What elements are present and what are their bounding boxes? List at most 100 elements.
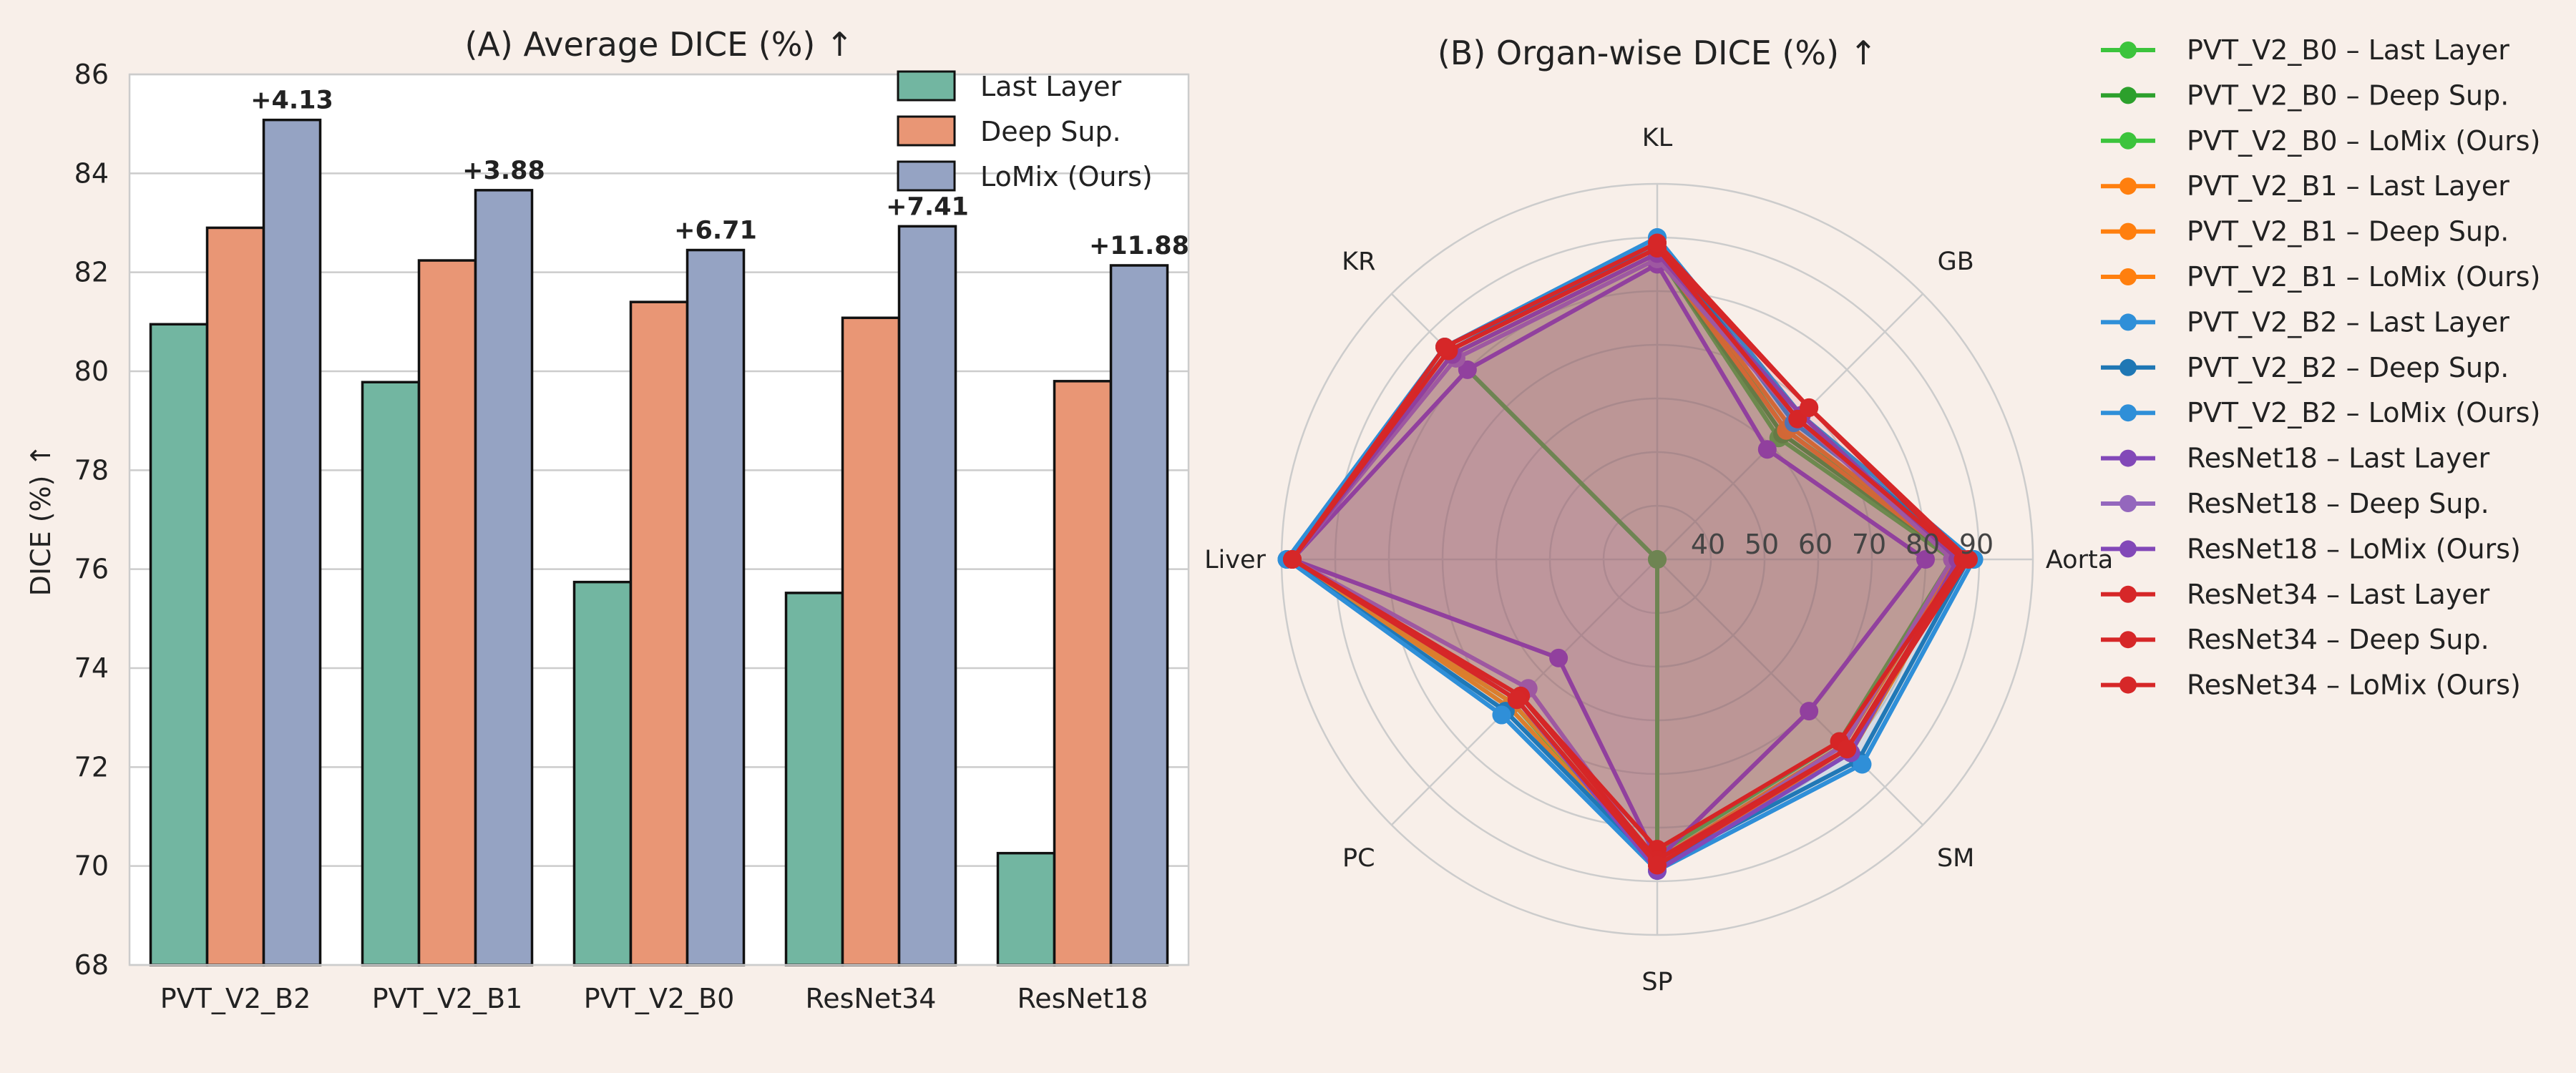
radar-point bbox=[1757, 440, 1777, 459]
radar-axis-label: KR bbox=[1342, 248, 1375, 276]
radar-point bbox=[1959, 550, 1978, 569]
bar-gain-annotation: +3.88 bbox=[462, 157, 545, 185]
bar-y-tick-label: 74 bbox=[74, 652, 109, 684]
radar-spoke bbox=[1657, 559, 1924, 826]
bar-legend-swatch bbox=[897, 160, 956, 192]
bar-chart-panel: +4.13 +3.88 +6.71 +7.41 +11.88 68 70 72 74 76 78 8… bbox=[25, 25, 1190, 1014]
bar-y-tick-label: 80 bbox=[74, 356, 109, 387]
radar-legend-label: ResNet18 – Deep Sup. bbox=[2187, 488, 2489, 519]
bar-legend-label: LoMix (Ours) bbox=[980, 161, 1153, 192]
bar-last-layer-2 bbox=[572, 580, 633, 966]
radar-legend-label: ResNet18 – LoMix (Ours) bbox=[2187, 533, 2521, 564]
radar-legend-label: PVT_V2_B2 – Deep Sup. bbox=[2187, 352, 2509, 383]
bar-plot-frame bbox=[128, 73, 1190, 966]
bar-gain-annotation: +11.88 bbox=[1089, 232, 1189, 260]
bar-x-tick-label: ResNet18 bbox=[1018, 983, 1148, 1014]
bar-lomix-1 bbox=[474, 189, 534, 966]
radar-point bbox=[1838, 740, 1857, 759]
radar-point bbox=[1458, 360, 1477, 379]
radar-legend-marker bbox=[2119, 313, 2137, 331]
bar-y-ticks: 68 70 72 74 76 78 80 82 84 86 bbox=[74, 59, 109, 981]
radar-point bbox=[1492, 705, 1511, 725]
radar-point bbox=[1435, 338, 1455, 357]
bar-x-tick-label: PVT_V2_B2 bbox=[160, 983, 311, 1014]
bar-annotations: +4.13 +3.88 +6.71 +7.41 +11.88 bbox=[250, 87, 1189, 260]
radar-point bbox=[1648, 856, 1667, 875]
radar-legend-marker bbox=[2119, 177, 2137, 195]
radar-legend-label: PVT_V2_B2 – LoMix (Ours) bbox=[2187, 397, 2540, 428]
bar-y-tick-label: 86 bbox=[74, 59, 109, 90]
radar-series-polygon bbox=[1450, 251, 1955, 857]
radar-point bbox=[1549, 648, 1568, 667]
radar-point bbox=[1853, 755, 1872, 774]
radar-legend-label: PVT_V2_B2 – Last Layer bbox=[2187, 306, 2509, 338]
radar-legend-label: PVT_V2_B0 – Last Layer bbox=[2187, 34, 2509, 66]
bar-y-tick-label: 68 bbox=[74, 949, 109, 981]
radar-point bbox=[1283, 550, 1302, 569]
radar-legend-label: ResNet34 – Last Layer bbox=[2187, 579, 2490, 610]
bar-legend-label: Deep Sup. bbox=[980, 116, 1121, 147]
radar-series bbox=[1277, 228, 1984, 880]
bar-legend-label: Last Layer bbox=[980, 71, 1122, 102]
radar-legend-marker bbox=[2119, 676, 2137, 694]
radar-legend-marker bbox=[2119, 132, 2137, 150]
radar-legend-label: PVT_V2_B0 – LoMix (Ours) bbox=[2187, 125, 2540, 157]
bar-lomix-3 bbox=[897, 225, 957, 966]
bar-last-layer-4 bbox=[996, 851, 1056, 966]
bar-chart-title: (A) Average DICE (%) ↑ bbox=[464, 25, 853, 64]
radar-axis-label: KL bbox=[1642, 124, 1673, 152]
bar-lomix-4 bbox=[1109, 264, 1169, 966]
radar-legend-marker bbox=[2119, 495, 2137, 512]
radar-point bbox=[1507, 690, 1526, 710]
bar-y-tick-label: 84 bbox=[74, 157, 109, 189]
radar-axis-label: SP bbox=[1641, 968, 1672, 996]
bar-last-layer-0 bbox=[149, 323, 209, 966]
bar-x-tick-label: PVT_V2_B1 bbox=[372, 983, 523, 1014]
radar-radial-ticks: 40 50 60 70 80 90 bbox=[1691, 529, 1994, 560]
bar-series bbox=[149, 118, 1169, 966]
radar-legend-marker bbox=[2119, 358, 2137, 376]
radar-axis-label: GB bbox=[1938, 248, 1974, 276]
radar-chart-title: (B) Organ-wise DICE (%) ↑ bbox=[1438, 34, 1877, 72]
bar-deep-sup-3 bbox=[841, 316, 901, 966]
radar-axis-label: PC bbox=[1342, 844, 1375, 873]
radar-axis-label: Liver bbox=[1204, 546, 1266, 574]
bar-deep-sup-2 bbox=[629, 300, 689, 966]
radar-legend-marker bbox=[2119, 222, 2137, 240]
radar-point bbox=[1800, 702, 1819, 721]
radar-legend-marker bbox=[2119, 87, 2137, 104]
radar-series-14 bbox=[1283, 233, 1978, 875]
radar-legend-label: PVT_V2_B1 – Deep Sup. bbox=[2187, 216, 2509, 248]
bar-y-tick-label: 70 bbox=[74, 851, 109, 882]
radar-point bbox=[1788, 409, 1807, 428]
radar-radial-tick-label: 60 bbox=[1798, 529, 1833, 560]
radar-legend-label: ResNet18 – Last Layer bbox=[2187, 443, 2490, 474]
bar-legend-swatch bbox=[897, 115, 956, 147]
bar-deep-sup-1 bbox=[417, 259, 477, 966]
radar-point bbox=[1916, 550, 1935, 569]
radar-point bbox=[1648, 233, 1667, 253]
radar-legend: PVT_V2_B0 – Last Layer PVT_V2_B0 – Deep S… bbox=[2101, 34, 2540, 701]
radar-legend-label: ResNet34 – Deep Sup. bbox=[2187, 624, 2489, 655]
bar-y-tick-label: 76 bbox=[74, 554, 109, 585]
bar-legend-swatch bbox=[897, 70, 956, 102]
radar-legend-marker bbox=[2119, 585, 2137, 603]
radar-legend-marker bbox=[2119, 449, 2137, 467]
radar-radial-tick-label: 70 bbox=[1852, 529, 1886, 560]
bar-lomix-2 bbox=[686, 248, 746, 966]
radar-chart-panel: (B) Organ-wise DICE (%) ↑ 40 50 60 70 80 90 K… bbox=[1204, 34, 2540, 996]
radar-axis-label: SM bbox=[1937, 844, 1974, 873]
radar-radial-tick-label: 90 bbox=[1959, 529, 1994, 560]
bar-y-tick-label: 82 bbox=[74, 257, 109, 288]
radar-legend-marker bbox=[2119, 404, 2137, 422]
bar-gain-annotation: +6.71 bbox=[674, 217, 757, 245]
radar-legend-marker bbox=[2119, 41, 2137, 59]
bar-lomix-0 bbox=[262, 118, 322, 966]
bar-y-tick-label: 78 bbox=[74, 454, 109, 486]
radar-radial-tick-label: 50 bbox=[1745, 529, 1779, 560]
radar-legend-marker bbox=[2119, 268, 2137, 285]
bar-last-layer-1 bbox=[361, 381, 421, 966]
radar-legend-marker bbox=[2119, 540, 2137, 558]
